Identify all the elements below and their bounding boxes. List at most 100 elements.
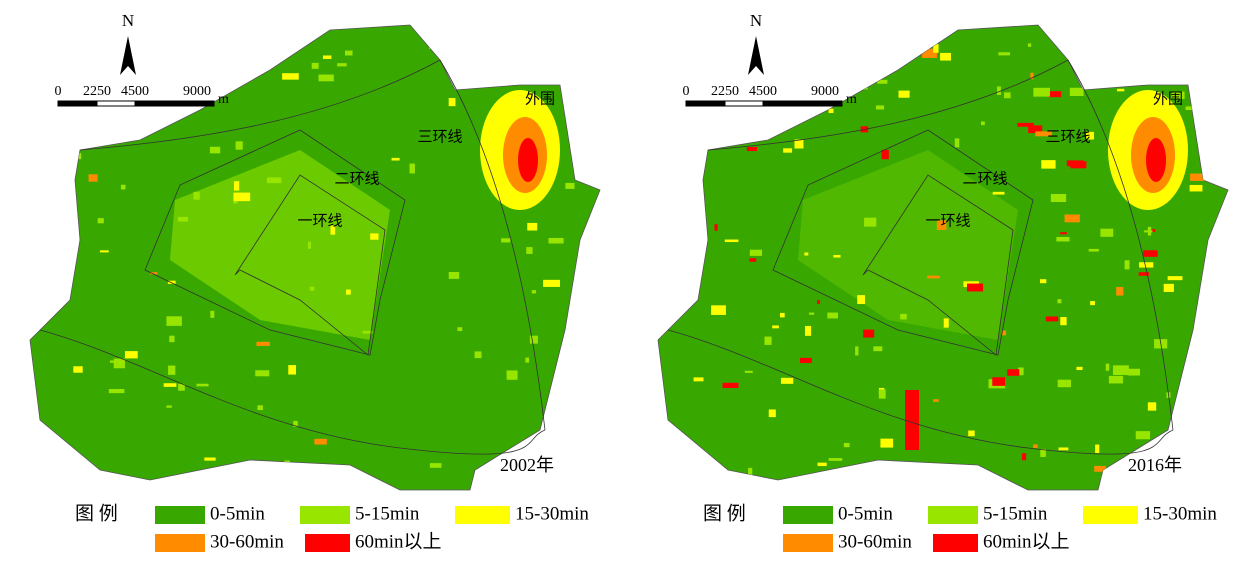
- ring-label: 一环线: [925, 212, 970, 229]
- patch: [1181, 375, 1191, 383]
- patch: [809, 312, 815, 315]
- patch: [855, 346, 859, 356]
- legend-label: 60min以上: [355, 530, 442, 552]
- north-label: N: [750, 11, 762, 30]
- patch: [344, 50, 353, 56]
- patch: [1147, 402, 1157, 411]
- patch: [525, 357, 530, 363]
- patch: [255, 370, 270, 377]
- patch: [257, 405, 263, 411]
- patch: [89, 60, 99, 69]
- patch: [584, 329, 590, 338]
- ring-label: 一环线: [297, 212, 342, 229]
- patch: [1057, 379, 1072, 388]
- patch: [518, 138, 538, 182]
- patch: [864, 217, 877, 227]
- patch: [307, 241, 311, 249]
- patch: [1056, 237, 1070, 242]
- patch: [1045, 316, 1059, 322]
- patch: [1100, 228, 1114, 237]
- legend-swatch: [933, 534, 978, 552]
- patch: [168, 365, 176, 375]
- patch: [711, 305, 726, 315]
- patch: [877, 79, 888, 84]
- patch: [768, 62, 784, 66]
- patch: [51, 276, 67, 286]
- patch: [43, 198, 56, 204]
- patch: [733, 123, 741, 127]
- patch: [1028, 125, 1043, 134]
- patch: [828, 108, 834, 114]
- patch: [922, 48, 938, 58]
- patch: [1076, 366, 1083, 371]
- patch: [927, 275, 940, 279]
- patch: [1180, 54, 1196, 65]
- patch: [1021, 453, 1027, 461]
- patch: [130, 40, 143, 44]
- patch: [685, 138, 702, 141]
- patch: [772, 325, 779, 329]
- patch: [124, 351, 138, 359]
- patch: [954, 138, 960, 148]
- scale-label: 2250: [711, 84, 739, 99]
- patch: [543, 279, 560, 287]
- patch: [765, 124, 773, 134]
- patch: [1199, 391, 1216, 396]
- patch: [1143, 250, 1158, 257]
- north-label: N: [122, 11, 134, 30]
- scale-segment: [724, 100, 764, 107]
- patch: [1007, 369, 1020, 376]
- patch: [1112, 365, 1129, 376]
- patch: [448, 272, 460, 279]
- patch: [854, 86, 868, 90]
- legend-title: 图 例: [703, 502, 746, 524]
- patch: [108, 389, 125, 394]
- patch: [713, 65, 730, 76]
- north-arrow: [748, 36, 764, 75]
- patch: [293, 420, 298, 427]
- ring-road: [862, 174, 1014, 356]
- patch: [1108, 375, 1124, 384]
- legend-swatch: [928, 506, 978, 524]
- patch: [1213, 227, 1228, 235]
- patch: [71, 152, 82, 160]
- patch: [725, 46, 731, 56]
- legend-swatch: [155, 534, 205, 552]
- patch: [1018, 367, 1024, 376]
- scale-segment: [57, 100, 98, 107]
- patch: [857, 295, 866, 305]
- patch: [1041, 160, 1056, 169]
- patch: [474, 351, 482, 359]
- patch: [1206, 313, 1213, 318]
- patch: [370, 233, 379, 240]
- patch: [980, 121, 985, 126]
- patch: [169, 335, 175, 343]
- patch: [501, 238, 511, 243]
- patch: [898, 90, 910, 98]
- legend-swatch: [783, 506, 833, 524]
- legend-swatch: [305, 534, 350, 552]
- patch: [992, 377, 1006, 386]
- patch: [955, 467, 963, 471]
- patch: [1090, 301, 1096, 306]
- patch: [817, 462, 827, 467]
- patch: [685, 53, 702, 58]
- patch: [722, 382, 739, 388]
- patch: [669, 178, 677, 188]
- patch: [669, 250, 678, 258]
- patch: [178, 383, 185, 391]
- patch: [288, 365, 297, 375]
- patch: [204, 457, 216, 461]
- patch: [1124, 260, 1130, 270]
- patch: [1017, 122, 1034, 127]
- patch: [683, 258, 694, 266]
- legend-label: 30-60min: [838, 531, 912, 552]
- patch: [560, 393, 570, 396]
- patch: [73, 366, 83, 373]
- patch: [330, 225, 336, 235]
- patch: [827, 312, 839, 319]
- patch: [428, 45, 436, 49]
- scale-label: 9000: [811, 84, 839, 99]
- scale-segment: [96, 100, 136, 107]
